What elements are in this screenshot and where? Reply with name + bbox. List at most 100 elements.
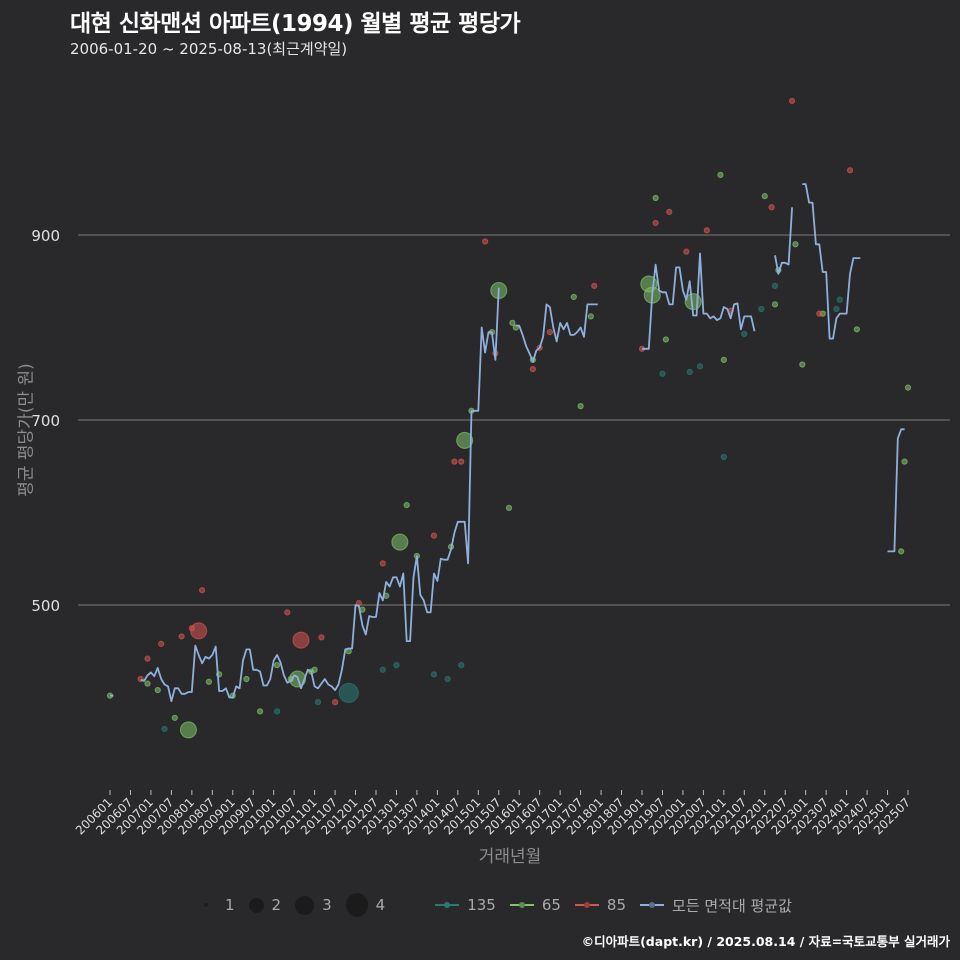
scatter-point-65 [577,403,584,410]
y-axis-label: 평균 평당가(만 원) [16,363,37,497]
scatter-point-85 [144,655,151,662]
legend-size-label: 1 [225,896,235,914]
scatter-point-135 [833,305,840,313]
scatter-point-135 [771,282,779,289]
scatter-point-135 [444,675,451,683]
legend-series-label: 65 [541,896,561,914]
scatter-point-135 [686,368,693,375]
scatter-point-85 [430,532,438,539]
series-avg-icon [640,902,665,908]
scatter-point-65 [662,336,669,343]
legend-series-label: 85 [606,896,627,914]
scatter-point-85 [158,640,165,647]
scatter-point-135 [274,708,281,715]
scatter-point-135 [458,662,465,669]
series-85-icon [574,902,599,908]
y-tick-label: 700 [31,412,60,430]
scatter-point-65 [509,319,516,326]
scatter-point-65 [771,301,779,308]
x-axis: 2006012006072007012007072008012008072009… [73,790,913,838]
scatter-point-85 [482,238,489,245]
series-135-icon [435,902,460,908]
scatter-point-135 [379,666,386,673]
source-credit: ©디아파트(dapt.kr) / 2025.08.14 / 자료=국토교통부 실… [581,934,950,949]
scatter-point-85 [178,633,185,640]
scatter-point-65 [403,502,410,509]
scatter-point-65 [799,361,806,368]
legend-size-label: 4 [375,896,386,914]
legend-series-65[interactable]: 65 [509,896,561,914]
legend-series-85[interactable]: 85 [574,896,627,914]
scatter-point-65 [256,708,264,715]
legend-size-label: 3 [322,896,332,914]
scatter-point-65 [205,678,212,685]
legend-size-4: 4 [345,893,386,917]
scatter-point-85 [591,282,598,289]
scatter-point-65 [853,326,860,333]
scatter-point-85 [331,699,339,706]
scatter-point-65 [720,356,727,363]
size-3-icon [295,895,315,915]
scatter-point-135 [696,363,704,370]
scatter-point-65 [761,193,768,200]
scatter-point-65 [171,714,178,721]
average-line-segment [887,428,905,553]
scatter-point-85 [529,366,536,373]
average-line-segment [774,207,793,275]
scatter-point-65 [144,680,151,687]
chart-title: 대현 신화맨션 아파트(1994) 월별 평균 평당가 [70,11,521,37]
scatter-point-65 [179,721,197,739]
legend-series-avg[interactable]: 모든 면적대 평균값 [640,895,792,916]
scatter-point-65 [904,384,912,391]
legend-size-3: 3 [295,895,332,915]
scatter-point-65 [274,662,281,669]
series-65-icon [509,902,534,908]
scatter-point-135 [836,296,843,303]
scatter-point-85 [451,458,458,465]
scatter-point-65 [570,293,577,301]
y-tick-label: 500 [31,597,60,615]
scatter-point-65 [792,241,799,248]
legend-size-label: 2 [271,896,282,914]
scatter-point-85 [666,208,673,215]
legend: 1 2 3 4 135 65 85 모든 면적대 평균값 [195,893,806,917]
scatter-point-65 [717,171,724,178]
legend-size-1: 1 [195,896,235,914]
scatter-point-135 [338,682,359,703]
scatter-point-135 [758,305,765,313]
scatter-point-135 [430,671,438,678]
scatter-point-65 [652,194,659,202]
scatter-point-85 [546,329,554,336]
grid-lines [78,234,950,606]
average-line-segment [642,252,756,350]
scatter-point-135 [659,370,666,377]
scatter-point-85 [292,631,310,649]
average-line-segment [802,183,861,340]
scatter-points [106,97,912,739]
scatter-point-85 [198,587,206,594]
scatter-point-85 [284,609,291,616]
scatter-point-135 [393,662,400,669]
size-1-icon [204,903,208,907]
scatter-point-135 [161,725,168,733]
average-price-line [110,183,905,703]
scatter-point-85 [652,219,659,227]
scatter-point-65 [901,458,908,465]
y-tick-label: 900 [31,227,60,245]
scatter-point-85 [788,97,796,104]
scatter-point-65 [311,666,318,673]
average-line-segment [515,303,598,363]
size-4-icon [345,893,368,917]
scatter-point-85 [816,310,823,317]
scatter-point-85 [768,204,775,211]
scatter-point-85 [458,458,465,465]
size-2-icon [248,897,264,913]
scatter-point-85 [318,634,325,641]
scatter-point-65 [391,533,409,551]
scatter-point-65 [505,504,513,511]
scatter-point-85 [703,227,710,234]
legend-series-135[interactable]: 135 [435,896,496,914]
scatter-point-65 [243,675,250,683]
scatter-point-85 [683,248,690,255]
